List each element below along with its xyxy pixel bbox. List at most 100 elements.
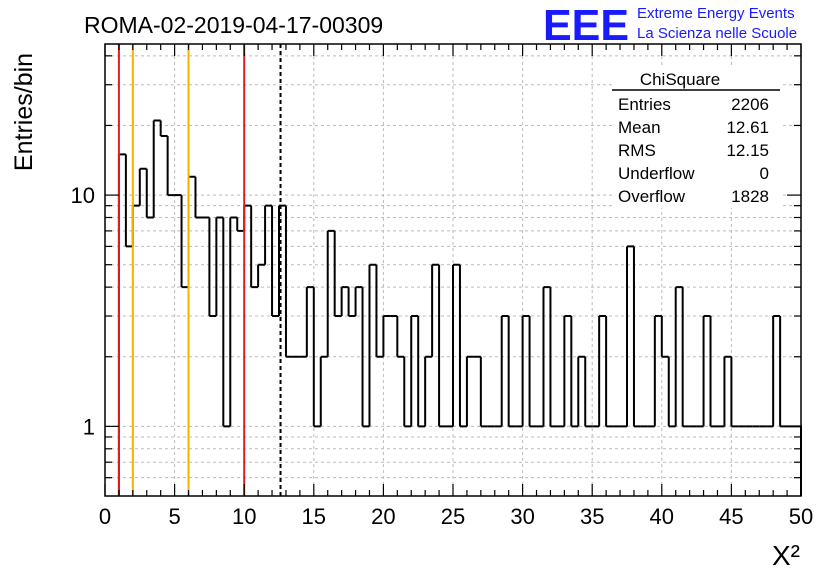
histogram-bin	[417, 316, 426, 428]
stats-row-value: 0	[760, 164, 769, 183]
histogram-bin	[723, 355, 732, 427]
histogram-bin	[229, 216, 238, 427]
histogram-bin	[340, 286, 349, 317]
histogram-bin	[528, 316, 537, 428]
x-tick-label: 50	[789, 504, 813, 529]
branding-line1: Extreme Energy Events	[637, 5, 795, 22]
histogram-bin	[424, 355, 433, 427]
histogram-bin	[138, 167, 147, 206]
histogram-bin	[333, 230, 342, 318]
x-tick-label: 45	[719, 504, 743, 529]
histogram-bin	[458, 264, 467, 428]
histogram-bin	[194, 176, 203, 219]
histogram-bin	[208, 217, 217, 318]
histogram-bin	[500, 315, 509, 427]
stats-row-label: Entries	[618, 95, 671, 114]
x-tick-label: 40	[650, 504, 674, 529]
histogram-bin	[403, 356, 412, 428]
histogram-bin	[180, 195, 189, 289]
histogram-bin	[361, 287, 370, 428]
histogram-bins	[117, 119, 802, 496]
x-tick-label: 5	[168, 504, 180, 529]
histogram-bin	[382, 315, 391, 357]
histogram-bin	[667, 356, 676, 428]
histogram-bin	[507, 316, 516, 428]
y-tick-label: 10	[71, 183, 95, 208]
histogram-bin	[626, 245, 634, 427]
stats-row-value: 2206	[731, 95, 769, 114]
stats-row-value: 12.61	[726, 118, 769, 137]
histogram-bin	[354, 286, 363, 317]
histogram-bin	[681, 287, 690, 428]
histogram-bin	[236, 217, 245, 232]
y-axis-label: Entries/bin	[10, 53, 38, 171]
axis-ticks: 0 5 10 15 20 25 30 35 40 45 50 1 10	[71, 44, 813, 529]
histogram-bin	[312, 287, 321, 428]
histogram-bin	[674, 286, 683, 427]
histogram-bin	[215, 216, 224, 317]
stats-row-value: 1828	[731, 187, 769, 206]
x-tick-label: 10	[232, 504, 256, 529]
histogram-bin	[465, 355, 474, 427]
x-tick-label: 20	[371, 504, 395, 529]
histogram-bin	[124, 154, 133, 248]
y-tick-label: 1	[83, 414, 95, 439]
histogram-bin	[521, 315, 530, 427]
stats-box-title: ChiSquare	[640, 70, 720, 89]
x-axis-label: X²	[772, 540, 800, 571]
histogram-bin	[271, 205, 279, 318]
x-tick-label: 0	[99, 504, 111, 529]
stats-row-value: 12.15	[726, 141, 769, 160]
stats-row-label: Overflow	[618, 187, 686, 206]
histogram-bin	[702, 315, 711, 427]
histogram-bin	[438, 264, 447, 428]
histogram-bin	[542, 286, 551, 427]
histogram-bin	[660, 316, 669, 358]
stats-rows: Entries 2206 Mean 12.61 RMS 12.15 Underflow 0 Ov…	[618, 95, 769, 206]
histogram-bin	[375, 264, 384, 358]
histogram-bin	[563, 315, 572, 427]
histogram-bin	[326, 229, 335, 357]
histogram-bin	[584, 356, 593, 428]
histogram-bin	[250, 205, 259, 289]
stats-box: ChiSquare Entries 2206 Mean 12.61 RMS 12.15 Un…	[612, 66, 780, 208]
histogram-bin	[257, 263, 266, 288]
histogram-bin	[152, 119, 161, 218]
histogram-bin	[431, 263, 440, 357]
histogram-bin	[605, 316, 614, 428]
stats-row-label: Mean	[618, 118, 661, 137]
histogram-bin	[709, 316, 718, 428]
branding-line2: La Scienza nelle Scuole	[637, 25, 797, 42]
histogram-bin	[549, 287, 558, 428]
histogram-bin	[284, 205, 293, 358]
histogram-bin	[305, 286, 314, 357]
histogram-bin	[396, 316, 405, 358]
histogram-bin	[159, 120, 168, 138]
histogram-bin	[347, 287, 356, 318]
histogram-bin	[653, 315, 662, 427]
histogram-bin	[632, 246, 641, 428]
histogram-bin	[166, 136, 175, 197]
stats-row-label: RMS	[618, 141, 656, 160]
histogram-bin	[570, 316, 579, 428]
histogram-bin	[222, 217, 231, 428]
histogram-bin	[730, 356, 739, 428]
x-tick-label: 30	[510, 504, 534, 529]
histogram-bin	[319, 355, 328, 427]
histogram-bin	[410, 315, 419, 427]
reference-lines	[117, 44, 282, 496]
chart-title: ROMA-02-2019-04-17-00309	[84, 12, 383, 38]
histogram-bin	[772, 315, 781, 427]
histogram-bin	[145, 168, 154, 219]
x-tick-label: 25	[441, 504, 465, 529]
histogram-bin	[779, 316, 788, 428]
grid-layer	[105, 44, 801, 496]
x-tick-label: 15	[302, 504, 326, 529]
eee-logo: EEE	[543, 1, 629, 50]
histogram-bin	[479, 356, 488, 428]
histogram-bin	[368, 263, 377, 427]
histogram-bin	[452, 263, 460, 427]
x-tick-label: 35	[580, 504, 604, 529]
